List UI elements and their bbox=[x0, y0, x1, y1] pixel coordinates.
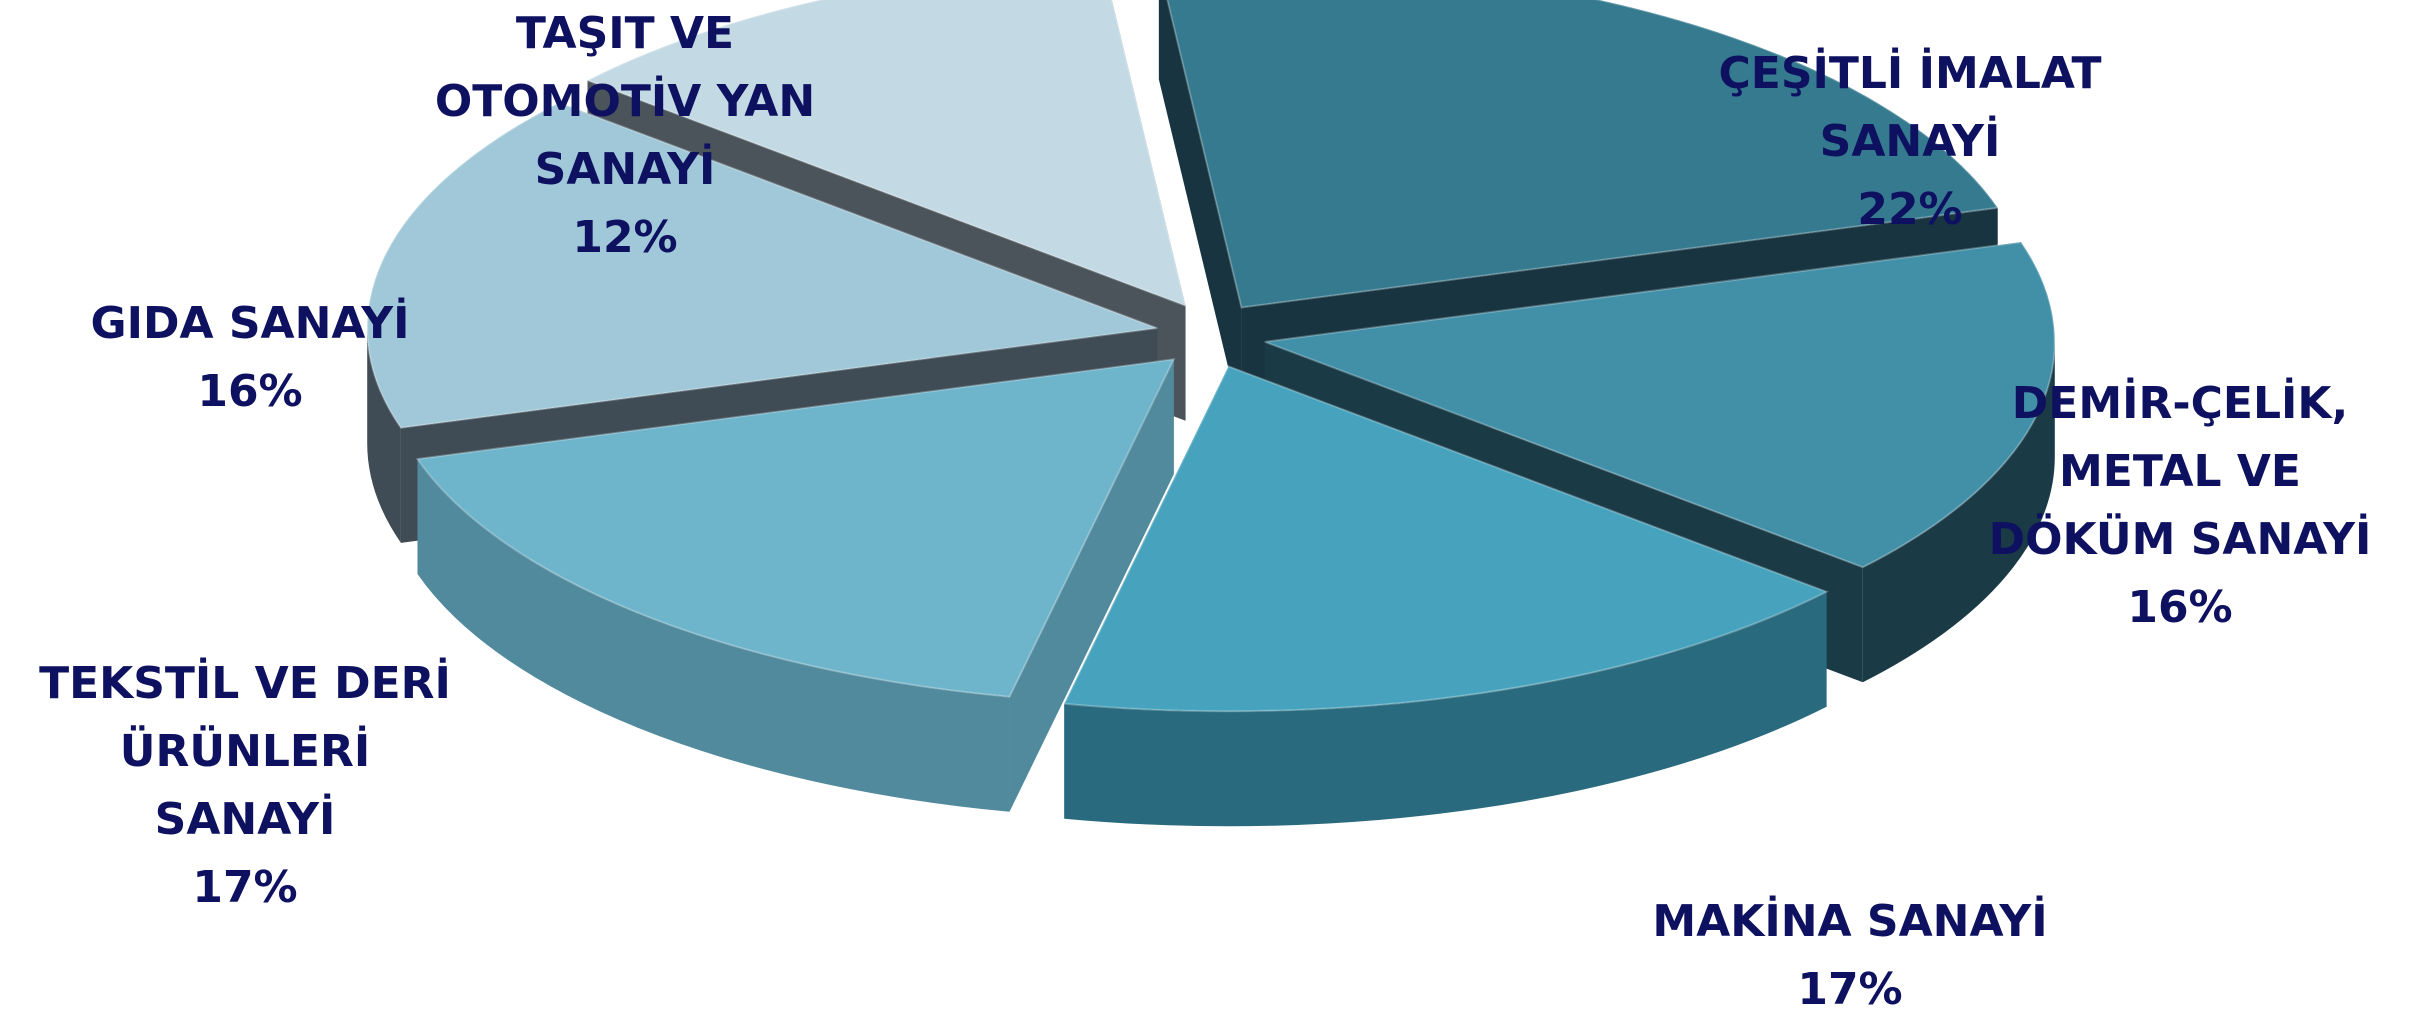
slice-top-demir-celik bbox=[1264, 241, 2056, 569]
slice-top-gida bbox=[366, 101, 1158, 429]
slice-wall-demir-celik bbox=[1862, 341, 2055, 683]
label-tasit: TAŞIT VE OTOMOTİV YAN SANAYİ 12% bbox=[400, 0, 850, 272]
label-gida: GIDA SANAYİ 16% bbox=[50, 290, 450, 426]
slice-wall-tekstil bbox=[417, 459, 1010, 812]
slice-top-cesitli-imalat bbox=[1166, 0, 2000, 309]
pct-demir-celik: 16% bbox=[2127, 582, 2233, 633]
pie-slice-makina bbox=[1062, 365, 1830, 827]
label-cesitli-imalat: ÇEŞİTLİ İMALAT SANAYİ 22% bbox=[1700, 40, 2120, 244]
slice-top-makina bbox=[1062, 365, 1830, 713]
label-makina: MAKİNA SANAYİ 17% bbox=[1620, 888, 2080, 1024]
slice-side-cesitli-imalat bbox=[1158, 0, 1242, 423]
pct-tasit: 12% bbox=[572, 212, 678, 263]
pct-makina: 17% bbox=[1797, 964, 1903, 1015]
slice-top-tasit bbox=[585, 0, 1187, 308]
pct-tekstil: 17% bbox=[192, 862, 298, 913]
pie-slice-tekstil bbox=[415, 358, 1176, 812]
label-tekstil: TEKSTİL VE DERİ ÜRÜNLERİ SANAYİ 17% bbox=[0, 650, 490, 922]
pct-cesitli-imalat: 22% bbox=[1857, 184, 1963, 235]
pct-gida: 16% bbox=[197, 366, 303, 417]
slice-top-tekstil bbox=[415, 358, 1176, 698]
slice-wall-makina bbox=[1064, 591, 1827, 827]
label-demir-celik: DEMİR-ÇELİK, METAL VE DÖKÜM SANAYİ 16% bbox=[1960, 370, 2400, 642]
slice-wall-gida bbox=[367, 328, 401, 543]
